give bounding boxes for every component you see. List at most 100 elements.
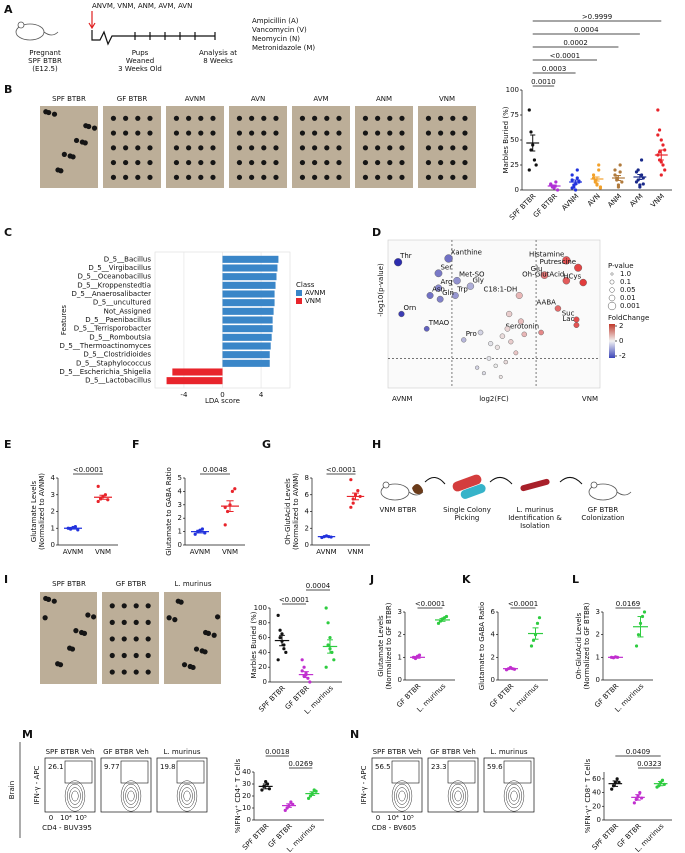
legend-label: 0.001 [620, 302, 640, 310]
y-tick-label: 50 [510, 136, 519, 144]
y-tick-label: 2 [51, 508, 55, 516]
marble [173, 159, 180, 166]
marble [123, 130, 129, 136]
marble [186, 115, 192, 121]
marble [186, 145, 192, 151]
x-axis-label: LDA score [205, 397, 240, 405]
panel-letter: D [372, 226, 381, 239]
point-label: Gln [442, 289, 454, 297]
red-arrow [88, 11, 96, 30]
feature-label: D_5__Escherichia_Shigelia [59, 368, 151, 376]
marble [69, 646, 76, 652]
point-label: Oh-GlutAcid [522, 271, 564, 279]
x-tick-label: 0 [220, 391, 224, 399]
volcano-point [504, 325, 511, 332]
flow-title: L. murinus [491, 748, 528, 756]
photo-label: L. murinus [175, 580, 212, 588]
x-axis-label: log2(FC) [479, 395, 509, 403]
marble [438, 130, 444, 136]
antibiotic: Vancomycin (V) [252, 26, 307, 34]
y-axis-label: (Normalized to GF BTBR) [583, 602, 591, 689]
panel-letter: J [369, 573, 374, 586]
category-label: SPF BTBR [591, 822, 621, 852]
data-point [659, 138, 663, 142]
legend-size [610, 272, 614, 276]
panel-letter: N [350, 728, 359, 741]
gate [64, 760, 93, 784]
y-axis-label: Features [60, 305, 68, 335]
marble [135, 145, 141, 151]
photo-label: AVN [251, 95, 265, 103]
y-tick-label: 2 [305, 524, 309, 532]
volcano-point [434, 269, 443, 278]
volcano-point [481, 371, 486, 376]
data-point [349, 505, 353, 509]
marble [61, 151, 67, 157]
point-label: Lac [562, 315, 574, 323]
marble [145, 603, 151, 609]
flow-tick: 10⁵ [75, 814, 87, 822]
data-point [200, 527, 204, 531]
marble [375, 145, 381, 151]
y-tick-label: 20 [592, 802, 601, 810]
bar [166, 377, 223, 385]
legend-label: 0.05 [620, 286, 636, 294]
point-label: AABA [537, 298, 557, 306]
data-point [289, 800, 293, 804]
y-tick-label: 1 [596, 653, 600, 661]
y-tick-label: 100 [254, 604, 267, 612]
step-label: Colonization [581, 514, 624, 522]
marble [236, 115, 243, 121]
marble [336, 115, 342, 121]
marble [273, 159, 279, 166]
contour [503, 780, 525, 812]
marble [399, 159, 405, 166]
volcano-point [508, 339, 514, 345]
category-label: GF BTBR [532, 192, 559, 219]
data-point [618, 163, 622, 167]
marble [135, 174, 141, 180]
volcano-point [436, 295, 444, 303]
marble [214, 614, 221, 620]
marble [438, 145, 444, 151]
data-point [223, 523, 227, 527]
panel-letter: I [4, 573, 8, 586]
plot-frame [387, 239, 601, 389]
y-tick-label: 80 [258, 619, 267, 627]
marble [145, 619, 151, 625]
feature-label: D_5__Romboutsia [89, 333, 151, 341]
data-point [615, 777, 619, 781]
volcano-point [488, 341, 494, 347]
y-tick-label: 20 [242, 792, 251, 800]
marble [193, 646, 200, 652]
volcano-point [513, 350, 519, 356]
data-point [598, 186, 603, 190]
feature-label: D_5__uncultured [93, 299, 151, 307]
data-point [597, 163, 601, 167]
step-label: GF BTBR [588, 506, 619, 514]
marble [90, 614, 97, 620]
marble [109, 669, 115, 675]
marble [198, 145, 204, 151]
y-tick-label: 0 [491, 676, 495, 684]
category-label: AVN [586, 192, 602, 208]
flow-title: L. murinus [164, 748, 201, 756]
photo-label: AVM [313, 95, 328, 103]
y-tick-label: 3 [596, 608, 600, 616]
contour [183, 790, 191, 802]
feature-label: D_5__Lactobacillus [85, 377, 151, 385]
marble [324, 130, 330, 136]
point-label: Glu [531, 265, 543, 273]
marble [312, 130, 318, 136]
mouse-ear [382, 481, 390, 489]
category-label: VNM [347, 548, 363, 556]
y-tick-label: 10 [242, 804, 251, 812]
data-point [436, 621, 441, 625]
volcano-point [554, 305, 562, 312]
p-value: 0.0003 [542, 65, 567, 73]
y-tick-label: 6 [305, 491, 310, 499]
data-point [314, 789, 318, 793]
panel-letter: E [4, 438, 12, 451]
data-point [659, 173, 663, 177]
marble [425, 159, 432, 166]
